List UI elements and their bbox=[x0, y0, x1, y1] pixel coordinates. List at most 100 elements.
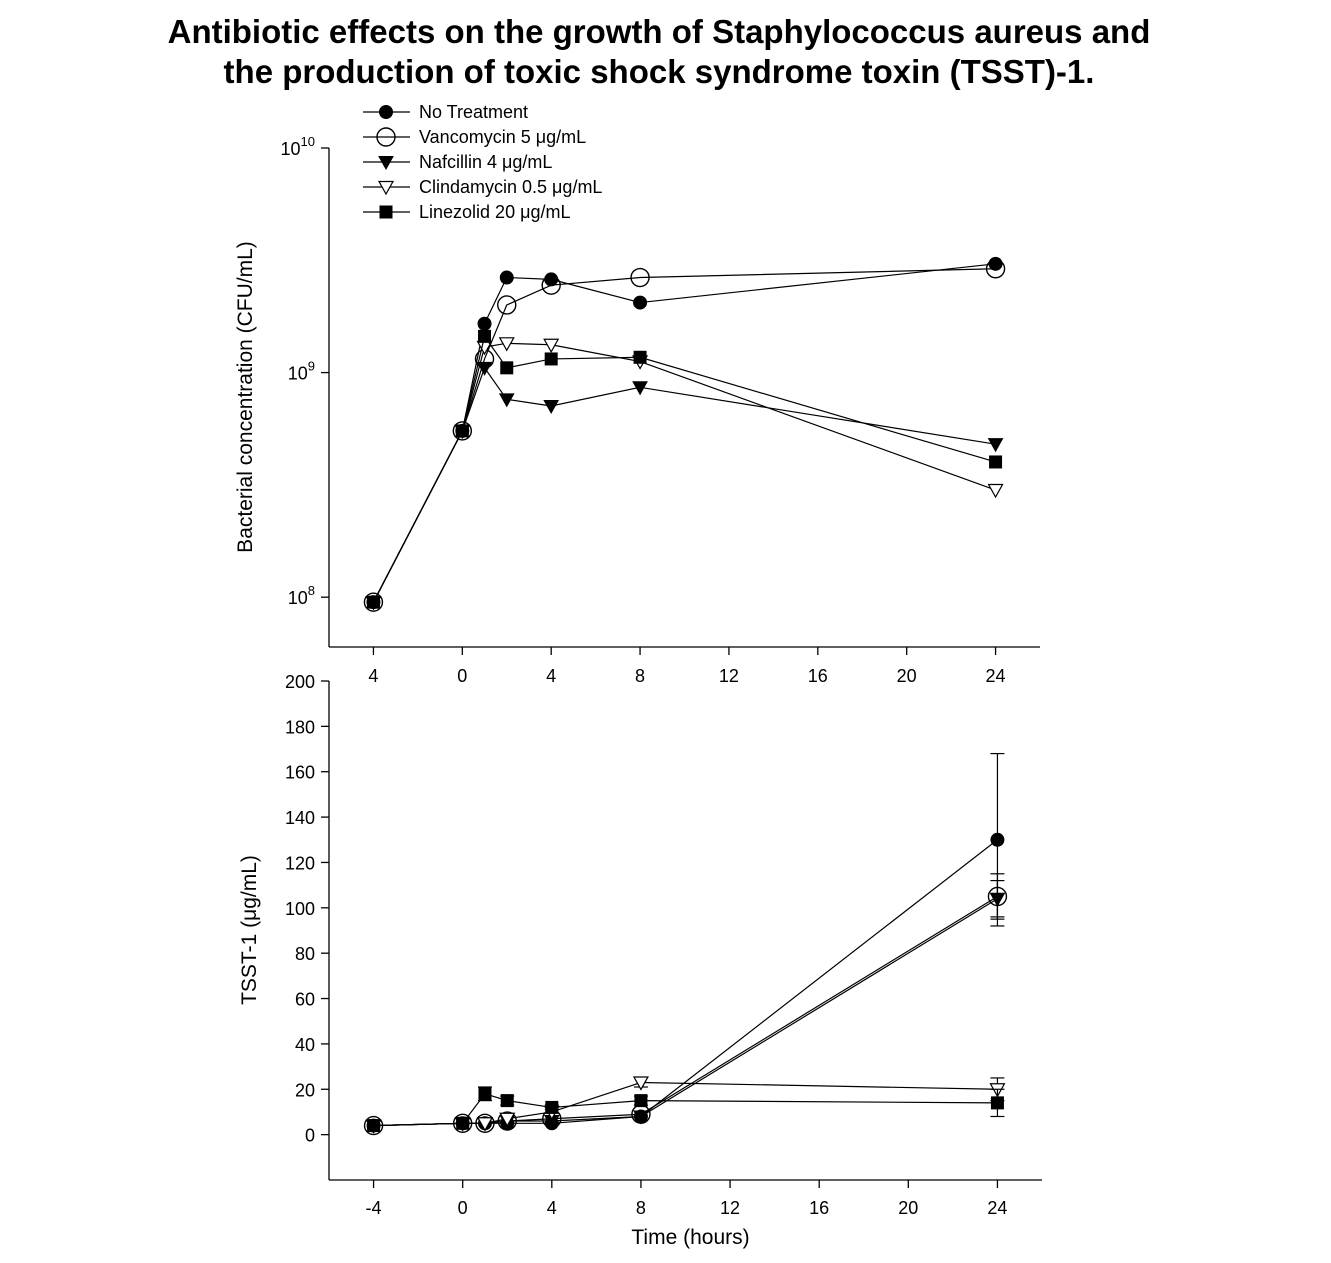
y-tick-label: 0 bbox=[305, 1126, 315, 1146]
data-point bbox=[500, 361, 514, 375]
data-point bbox=[366, 595, 380, 609]
legend-marker bbox=[379, 205, 393, 219]
data-point bbox=[987, 483, 1004, 499]
data-point bbox=[543, 338, 560, 354]
figure-title-line2: the production of toxic shock syndrome t… bbox=[224, 53, 1095, 90]
data-point bbox=[452, 421, 473, 441]
y-tick-label: 60 bbox=[295, 990, 315, 1010]
x-tick-label: 16 bbox=[809, 1198, 829, 1218]
data-point bbox=[541, 275, 561, 295]
series-line-linezolid-20-ug-ml bbox=[372, 334, 996, 603]
y-tick-label: 140 bbox=[285, 808, 315, 828]
legend-item-vancomycin-5-ug-ml: Vancomycin 5 μg/mL bbox=[363, 127, 586, 147]
data-point bbox=[989, 892, 1006, 907]
data-point bbox=[499, 270, 514, 285]
data-point bbox=[500, 1094, 514, 1108]
x-tick-label: 4 bbox=[547, 1198, 557, 1218]
data-point bbox=[543, 399, 560, 415]
x-tick-label: 20 bbox=[897, 666, 917, 686]
x-tick-label: 4 bbox=[368, 666, 378, 686]
data-point bbox=[987, 438, 1004, 453]
data-point bbox=[476, 361, 493, 376]
series-linezolid-20-ug-ml bbox=[367, 1086, 1005, 1133]
x-axis-label: Time (hours) bbox=[631, 1226, 749, 1249]
data-point bbox=[632, 1076, 649, 1091]
y-tick-label: 180 bbox=[285, 717, 315, 737]
x-tick-label: 8 bbox=[636, 1198, 646, 1218]
data-point bbox=[985, 259, 1006, 279]
y-tick-label: 120 bbox=[285, 853, 315, 873]
x-tick-label: 0 bbox=[458, 1198, 468, 1218]
data-point bbox=[633, 350, 647, 364]
data-point bbox=[455, 424, 469, 438]
legend-marker bbox=[377, 180, 395, 196]
series-nafcillin-4-ug-ml bbox=[365, 879, 1006, 1134]
series-line-nafcillin-4-ug-ml bbox=[373, 898, 998, 1127]
data-point bbox=[499, 1112, 516, 1127]
data-point bbox=[633, 1110, 649, 1125]
series-vancomycin-5-ug-ml bbox=[363, 873, 1008, 1136]
y-tick-label: 200 bbox=[285, 672, 315, 692]
series-no-treatment bbox=[366, 752, 1005, 1133]
y-tick-label: 160 bbox=[285, 763, 315, 783]
data-point bbox=[990, 1096, 1004, 1110]
figure-title-line1: Antibiotic effects on the growth of Stap… bbox=[168, 13, 1151, 50]
data-point bbox=[367, 1119, 381, 1133]
data-point bbox=[456, 1116, 470, 1130]
y-tick-label: 108 bbox=[288, 583, 315, 608]
y-tick-label: 20 bbox=[295, 1080, 315, 1100]
data-point bbox=[544, 352, 558, 366]
legend-label: Nafcillin 4 μg/mL bbox=[419, 152, 552, 172]
data-point bbox=[363, 592, 384, 612]
x-tick-label: 24 bbox=[986, 666, 1006, 686]
x-tick-label: 0 bbox=[457, 666, 467, 686]
series-line-no-treatment bbox=[373, 839, 998, 1127]
data-point bbox=[989, 455, 1003, 469]
tsst1-chart: -4 0 4 8 12 16 20 24 0 20 40 60 80 100 120 140 160 180 200… bbox=[238, 672, 1042, 1249]
y-tick-label: 80 bbox=[295, 944, 315, 964]
legend-marker bbox=[376, 127, 396, 147]
x-tick-label: -4 bbox=[366, 1198, 382, 1218]
data-point bbox=[476, 1117, 493, 1132]
x-tick-label: 20 bbox=[898, 1198, 918, 1218]
data-point bbox=[544, 272, 559, 287]
legend-item-linezolid-20-ug-ml: Linezolid 20 μg/mL bbox=[363, 202, 570, 222]
data-point bbox=[478, 329, 492, 343]
data-point bbox=[545, 1100, 559, 1114]
series-nafcillin-4-ug-ml bbox=[365, 361, 1004, 611]
y-tick-label: 40 bbox=[295, 1035, 315, 1055]
series-linezolid-20-ug-ml bbox=[366, 329, 1003, 609]
series-line-clindamycin-0-5-ug-ml bbox=[372, 342, 996, 603]
y-tick-label: 100 bbox=[285, 899, 315, 919]
x-tick-label: 12 bbox=[719, 666, 739, 686]
legend: No Treatment Vancomycin 5 μg/mL Nafcillin … bbox=[363, 102, 602, 222]
data-point bbox=[630, 267, 650, 288]
data-point bbox=[632, 381, 648, 396]
x-tick-label: 12 bbox=[720, 1198, 740, 1218]
y-axis-label: TSST-1 (μg/mL) bbox=[238, 855, 261, 1005]
bacterial-concentration-chart: 4 0 4 8 12 16 20 24 108 109 1010 Bacterial concentr… bbox=[234, 134, 1040, 686]
legend-label: Vancomycin 5 μg/mL bbox=[419, 127, 586, 147]
data-point bbox=[990, 832, 1005, 847]
data-point bbox=[477, 316, 492, 331]
legend-label: Linezolid 20 μg/mL bbox=[419, 202, 570, 222]
legend-label: Clindamycin 0.5 μg/mL bbox=[419, 177, 602, 197]
x-tick-label: 24 bbox=[987, 1198, 1007, 1218]
legend-item-nafcillin-4-ug-ml: Nafcillin 4 μg/mL bbox=[363, 152, 552, 172]
legend-label: No Treatment bbox=[419, 102, 528, 122]
series-clindamycin-0-5-ug-ml bbox=[365, 337, 1004, 611]
x-tick-label: 16 bbox=[808, 666, 828, 686]
series-line-nafcillin-4-ug-ml bbox=[372, 366, 996, 603]
data-point bbox=[634, 1094, 648, 1108]
data-point bbox=[478, 1087, 492, 1101]
series-line-vancomycin-5-ug-ml bbox=[373, 895, 998, 1127]
data-point bbox=[497, 295, 517, 315]
data-point bbox=[498, 337, 515, 352]
x-tick-label: 4 bbox=[546, 666, 556, 686]
legend-item-clindamycin-0-5-ug-ml: Clindamycin 0.5 μg/mL bbox=[363, 177, 602, 197]
legend-item-no-treatment: No Treatment bbox=[363, 102, 528, 122]
data-point bbox=[498, 393, 515, 408]
y-axis-label: Bacterial concentration (CFU/mL) bbox=[234, 241, 257, 553]
x-tick-label: 8 bbox=[635, 666, 645, 686]
